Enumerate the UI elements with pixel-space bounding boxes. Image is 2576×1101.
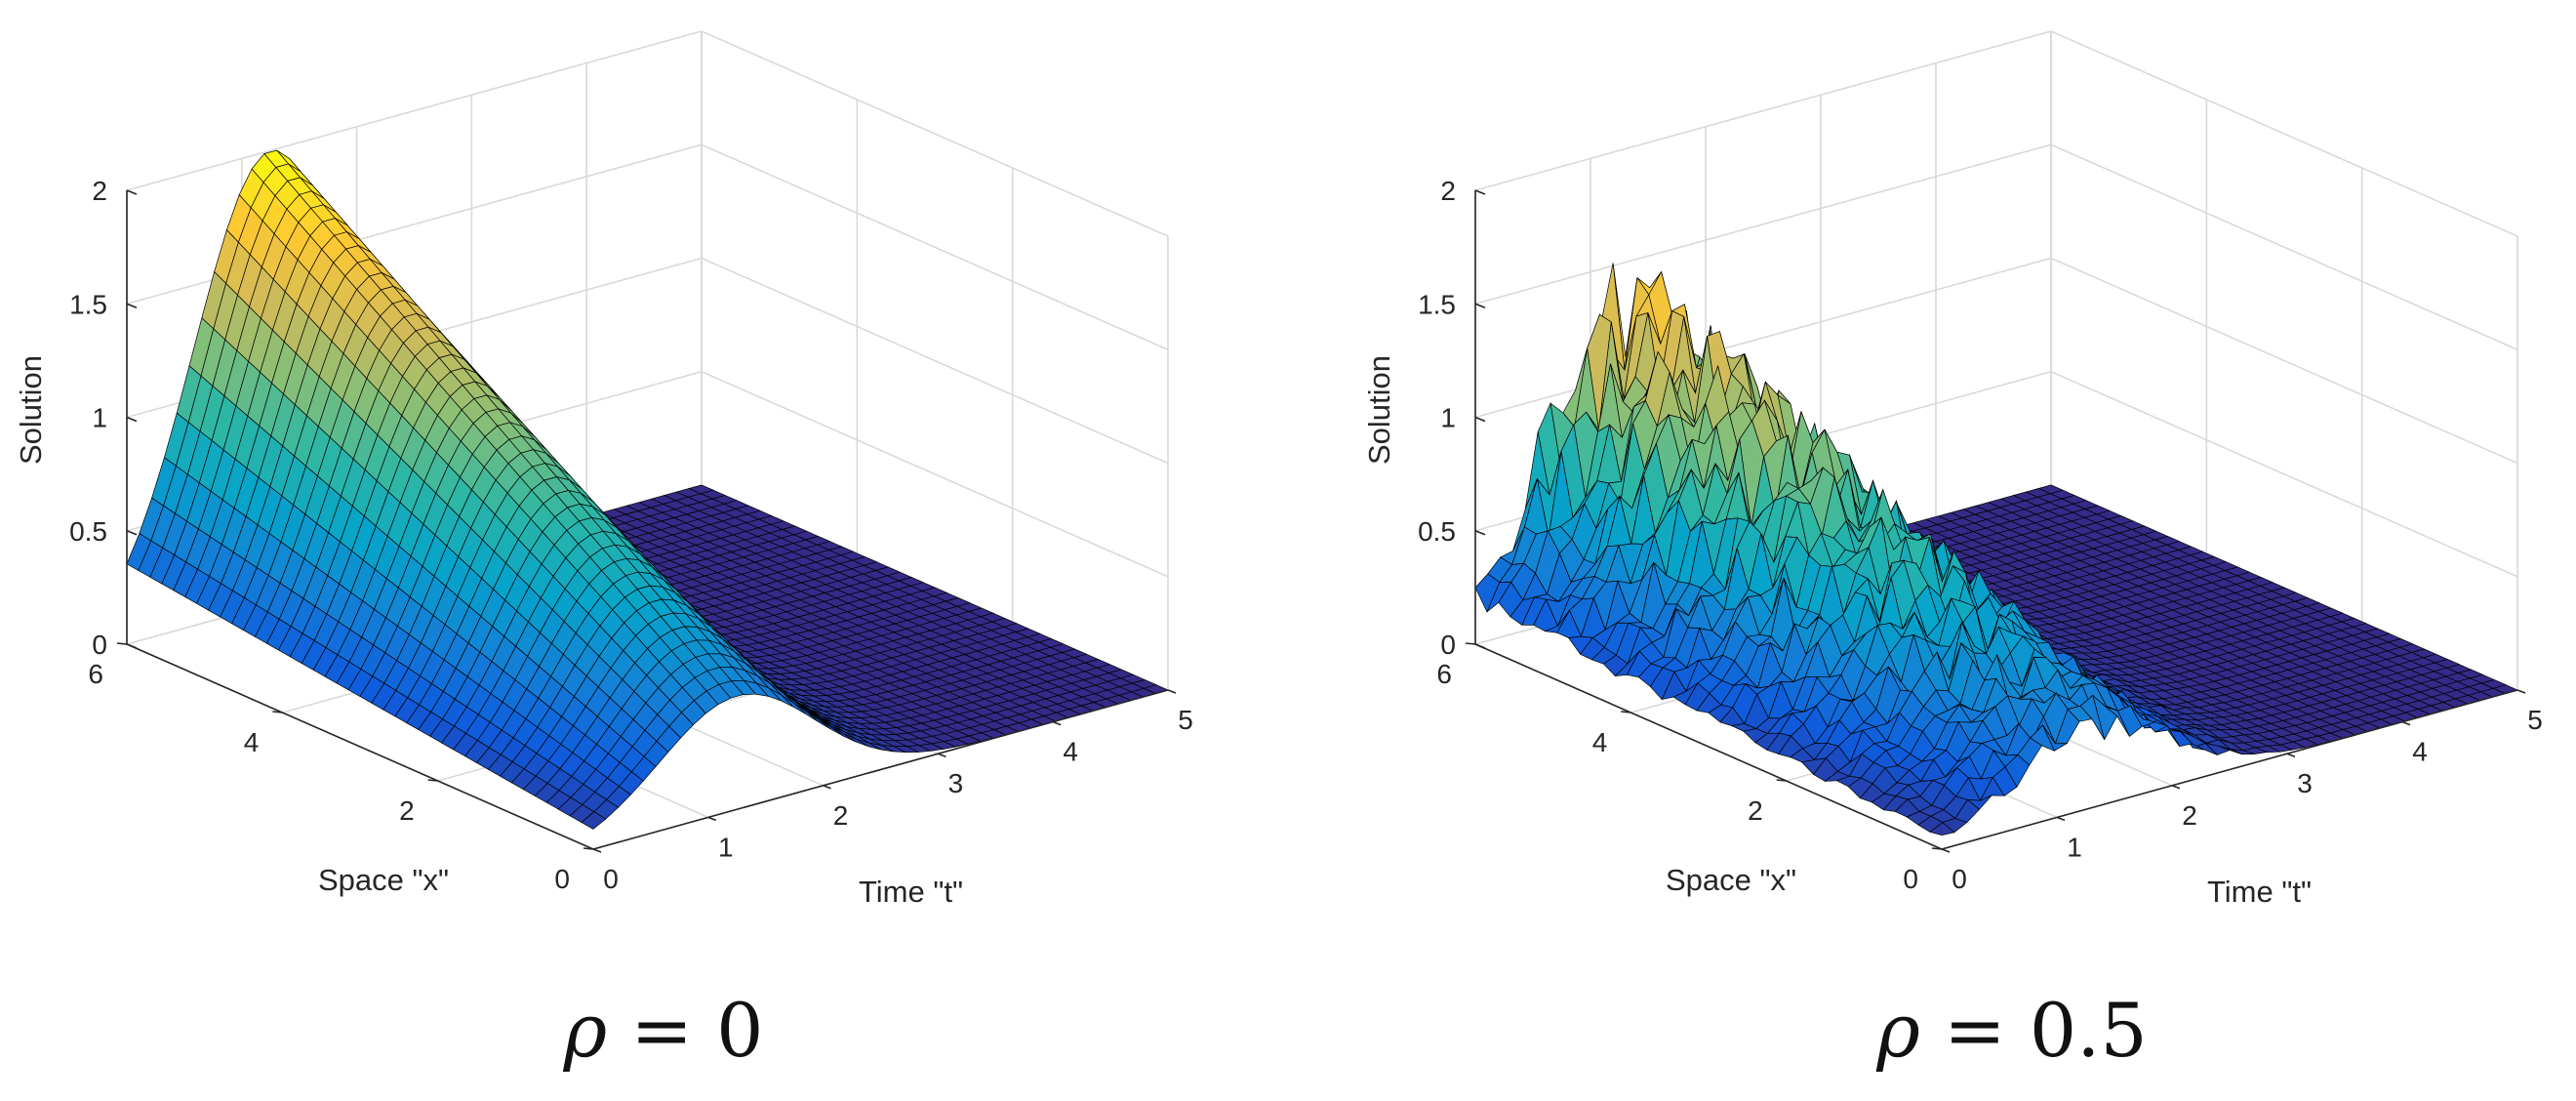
y-axis-line — [1474, 643, 1943, 850]
x-tick-label: 1 — [718, 832, 734, 862]
x-tick-label: 3 — [948, 768, 964, 798]
gridline-z — [2050, 371, 2518, 578]
gridline-z — [1474, 30, 2052, 191]
z-tick-label: 1.5 — [1418, 289, 1456, 319]
y-tick-mark — [427, 779, 438, 782]
z-tick-mark — [1474, 416, 1486, 423]
y-tick-mark — [116, 642, 128, 645]
z-tick-label: 1.5 — [69, 289, 107, 319]
y-tick-label: 0 — [554, 864, 570, 894]
x-tick-label: 4 — [1063, 737, 1078, 767]
z-tick-label: 0.5 — [69, 516, 107, 547]
z-tick-mark — [1474, 643, 1486, 649]
x-tick-label: 5 — [1178, 705, 1193, 735]
y-tick-label: 6 — [88, 659, 103, 689]
x-tick-mark — [1167, 689, 1177, 694]
x-tick-mark — [2056, 816, 2066, 822]
surface-mesh — [1474, 263, 2519, 836]
x-tick-label: 0 — [603, 864, 619, 894]
x-axis-line — [1941, 689, 2518, 850]
x-tick-mark — [1941, 848, 1951, 853]
caption-value: = 0.5 — [1920, 987, 2148, 1074]
z-tick-mark — [1474, 189, 1486, 195]
gridline-z — [701, 143, 1169, 350]
x-tick-label: 2 — [2182, 800, 2197, 831]
x-axis-line — [592, 689, 1169, 850]
gridline-z — [2050, 257, 2518, 465]
gridline-z — [2050, 143, 2518, 350]
z-tick-mark — [126, 189, 138, 195]
y-tick-mark — [272, 711, 283, 714]
surface-patch — [1929, 822, 1955, 836]
x-tick-label: 0 — [1952, 864, 1967, 894]
gridline-z — [1474, 257, 2052, 419]
gridline-z — [701, 257, 1169, 465]
caption-variable: ρ — [1875, 987, 1920, 1074]
z-tick-label: 1 — [1440, 403, 1456, 433]
y-tick-label: 6 — [1436, 659, 1452, 689]
x-tick-mark — [938, 753, 946, 757]
y-tick-mark — [1931, 847, 1943, 850]
y-axis-label: Space "x" — [318, 863, 449, 897]
x-tick-mark — [2171, 785, 2181, 790]
y-tick-label: 4 — [244, 727, 260, 757]
x-tick-mark — [592, 848, 602, 853]
x-axis-label: Time "t" — [859, 875, 963, 909]
z-tick-mark — [126, 416, 138, 423]
panel-caption: ρ = 0.5 — [1875, 987, 2148, 1074]
y-tick-mark — [583, 847, 594, 850]
x-axis-label: Time "t" — [2207, 875, 2312, 909]
gridline-z — [126, 30, 703, 191]
surface-mesh — [126, 149, 1170, 830]
y-tick-label: 0 — [1903, 864, 1918, 894]
y-tick-mark — [1621, 711, 1631, 714]
z-tick-label: 0 — [1440, 630, 1456, 660]
x-tick-label: 4 — [2412, 737, 2428, 767]
z-tick-label: 2 — [1440, 176, 1456, 206]
panel-caption: ρ = 0 — [562, 987, 763, 1074]
gridline-z — [1474, 143, 2052, 306]
x-tick-mark — [2401, 720, 2411, 726]
y-tick-label: 2 — [1748, 795, 1763, 826]
gridline-z — [701, 371, 1169, 578]
x-tick-mark — [707, 816, 717, 822]
x-tick-mark — [2516, 689, 2526, 694]
y-tick-mark — [1465, 642, 1476, 645]
z-tick-label: 2 — [92, 176, 107, 206]
z-tick-mark — [1474, 303, 1486, 308]
x-tick-mark — [2286, 753, 2296, 757]
caption-variable: ρ — [562, 987, 607, 1074]
x-tick-label: 3 — [2297, 768, 2313, 798]
x-tick-label: 5 — [2527, 705, 2543, 735]
z-tick-label: 0.5 — [1418, 516, 1456, 547]
y-tick-label: 4 — [1592, 727, 1608, 757]
x-tick-label: 2 — [833, 800, 849, 831]
y-axis-label: Space "x" — [1666, 863, 1796, 897]
z-tick-label: 0 — [92, 630, 107, 660]
caption-value: = 0 — [607, 987, 763, 1074]
gridline-z — [701, 30, 1169, 237]
x-tick-mark — [1052, 720, 1062, 726]
y-tick-mark — [1776, 779, 1787, 782]
y-tick-label: 2 — [399, 795, 415, 826]
y-axis-line — [126, 643, 594, 850]
z-axis-label: Solution — [1362, 355, 1396, 465]
x-tick-label: 1 — [2067, 832, 2082, 862]
x-tick-mark — [823, 785, 831, 790]
z-tick-mark — [126, 303, 138, 308]
z-tick-mark — [126, 643, 138, 649]
z-axis-label: Solution — [14, 355, 48, 465]
surface-patch — [581, 811, 607, 830]
z-tick-mark — [126, 530, 138, 536]
z-tick-label: 1 — [92, 403, 107, 433]
z-tick-mark — [1474, 530, 1486, 536]
gridline-z — [2050, 30, 2518, 237]
